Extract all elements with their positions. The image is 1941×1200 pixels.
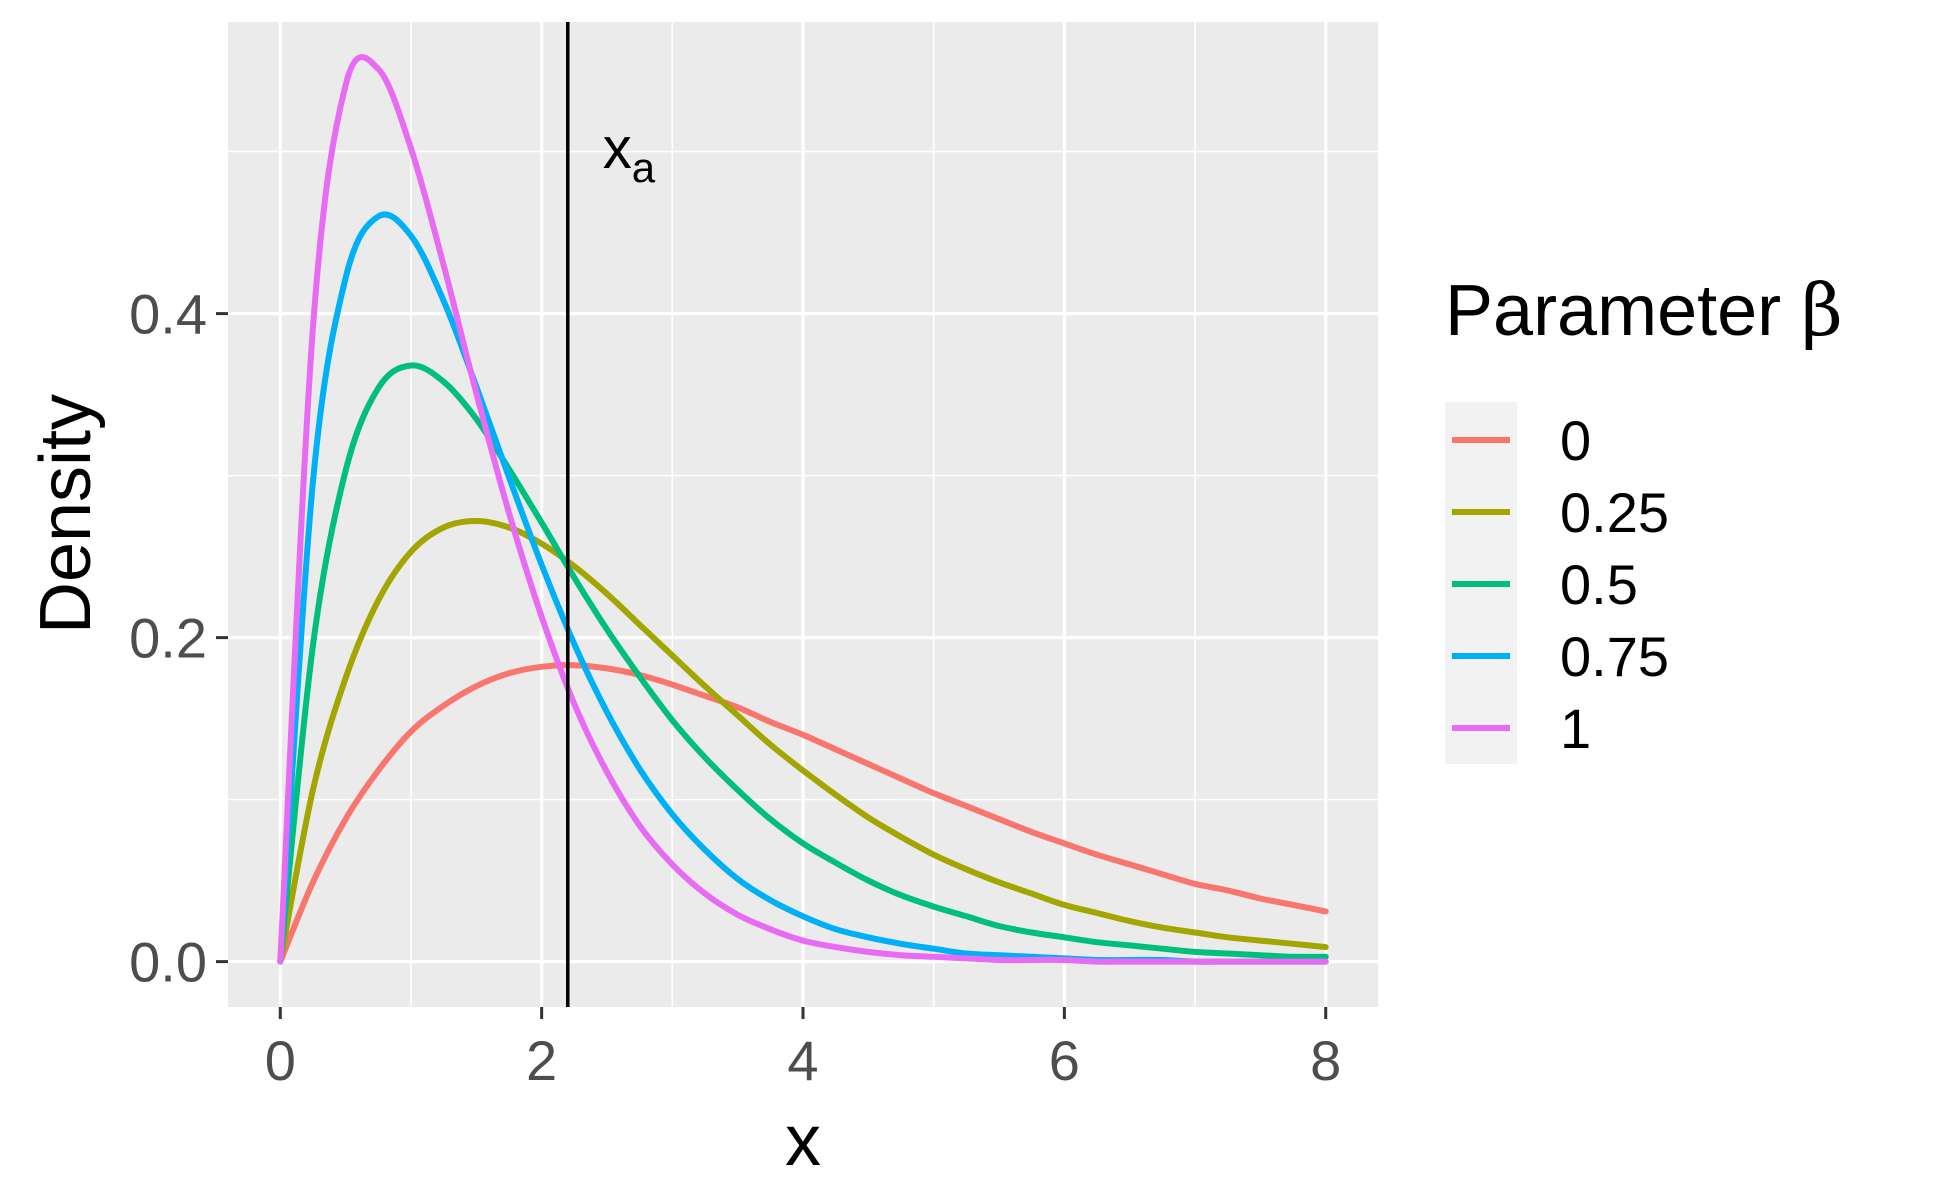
x-tick-label: 4 bbox=[787, 1029, 818, 1092]
series-line-1 bbox=[277, 54, 1329, 965]
legend-items: 0 0.25 0.5 0.75 1 bbox=[1452, 409, 1669, 760]
legend-title-text: Parameter bbox=[1445, 271, 1801, 351]
reference-vline-label: xa bbox=[603, 116, 656, 191]
x-tick-label: 6 bbox=[1049, 1029, 1080, 1092]
legend: Parameter β 0 0.25 0.5 0.75 1 bbox=[1445, 268, 1843, 764]
legend-label-0-75: 0.75 bbox=[1560, 625, 1669, 688]
x-axis-title: x bbox=[785, 1101, 821, 1181]
series-line-0 bbox=[277, 662, 1329, 965]
x-tick-label: 2 bbox=[526, 1029, 557, 1092]
x-tick-label: 8 bbox=[1310, 1029, 1341, 1092]
x-tick-label: 0 bbox=[265, 1029, 296, 1092]
series-line-0-25 bbox=[277, 518, 1329, 965]
y-tick-label: 0.0 bbox=[129, 931, 207, 994]
y-tick-label: 0.2 bbox=[129, 607, 207, 670]
vline-label-sub: a bbox=[632, 144, 656, 191]
legend-label-0-5: 0.5 bbox=[1560, 553, 1638, 616]
legend-label-0: 0 bbox=[1560, 409, 1591, 472]
legend-label-1: 1 bbox=[1560, 697, 1591, 760]
y-tick-label: 0.4 bbox=[129, 283, 207, 346]
legend-label-0-25: 0.25 bbox=[1560, 481, 1669, 544]
axes: 0 2 4 6 8 0.0 0.2 0.4 bbox=[129, 283, 1341, 1092]
vline-label-main: x bbox=[603, 116, 632, 181]
reference-vline: xa bbox=[566, 22, 656, 1007]
y-axis-title: Density bbox=[26, 394, 106, 634]
series-lines bbox=[277, 54, 1329, 965]
legend-title-symbol: β bbox=[1801, 268, 1843, 352]
series-line-0-5 bbox=[277, 362, 1329, 965]
legend-title: Parameter β bbox=[1445, 268, 1843, 352]
